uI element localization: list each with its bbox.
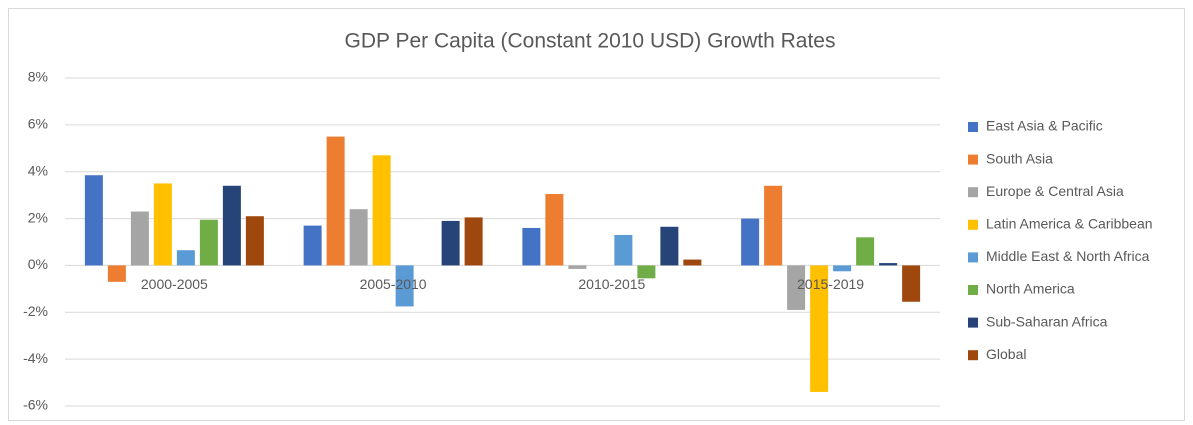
x-tick-label: 2015-2019 xyxy=(797,276,864,292)
legend-swatch xyxy=(968,187,978,198)
legend-swatch xyxy=(968,317,978,328)
bar xyxy=(395,265,414,307)
chart-title: GDP Per Capita (Constant 2010 USD) Growt… xyxy=(345,30,836,53)
x-tick-label: 2005-2010 xyxy=(360,276,427,292)
x-tick-label: 2000-2005 xyxy=(141,276,208,292)
bar xyxy=(683,259,702,266)
legend-label: Sub-Saharan Africa xyxy=(986,313,1108,329)
legend-label: Europe & Central Asia xyxy=(986,183,1124,199)
bar xyxy=(637,265,656,279)
legend-swatch xyxy=(968,122,978,132)
bar xyxy=(199,219,218,266)
bar xyxy=(879,263,898,266)
legend-swatch xyxy=(968,154,978,165)
bar xyxy=(222,185,241,266)
bar xyxy=(660,226,679,266)
y-tick-label: -4% xyxy=(23,350,48,366)
bar xyxy=(84,175,103,266)
y-tick-label: 0% xyxy=(28,256,48,272)
bar xyxy=(614,234,633,266)
chart-frame xyxy=(8,8,1185,421)
y-tick-label: 4% xyxy=(28,162,48,178)
y-tick-label: -2% xyxy=(23,303,48,319)
bar xyxy=(522,227,541,266)
legend-swatch xyxy=(968,219,978,230)
legend-label: East Asia & Pacific xyxy=(986,118,1103,134)
bar xyxy=(764,185,783,266)
y-tick-label: 8% xyxy=(28,69,48,85)
bar xyxy=(303,225,322,266)
bar xyxy=(130,211,149,266)
legend-label: North America xyxy=(986,281,1075,297)
bar xyxy=(810,265,829,392)
bar xyxy=(107,265,126,282)
bar xyxy=(856,237,875,266)
bar xyxy=(245,216,264,266)
y-tick-label: 2% xyxy=(28,209,48,225)
legend-swatch xyxy=(968,252,978,263)
bar xyxy=(787,265,806,310)
bar xyxy=(176,250,195,266)
bar xyxy=(153,183,172,266)
y-tick-label: -6% xyxy=(23,397,48,413)
bar xyxy=(545,193,564,266)
bar xyxy=(741,218,760,266)
legend-label: Latin America & Caribbean xyxy=(986,216,1153,232)
legend-label: Middle East & North Africa xyxy=(986,248,1150,264)
bar xyxy=(568,265,587,269)
bar xyxy=(902,265,921,302)
y-tick-label: 6% xyxy=(28,116,48,132)
bar xyxy=(833,265,852,272)
legend-swatch xyxy=(968,285,978,295)
bar xyxy=(326,136,345,266)
bar xyxy=(372,155,391,266)
bar xyxy=(349,209,368,266)
legend-label: Global xyxy=(986,346,1026,362)
bar xyxy=(441,220,460,266)
bar xyxy=(464,217,483,266)
x-tick-label: 2010-2015 xyxy=(578,276,645,292)
legend-swatch xyxy=(968,350,978,361)
legend-label: South Asia xyxy=(986,150,1053,166)
